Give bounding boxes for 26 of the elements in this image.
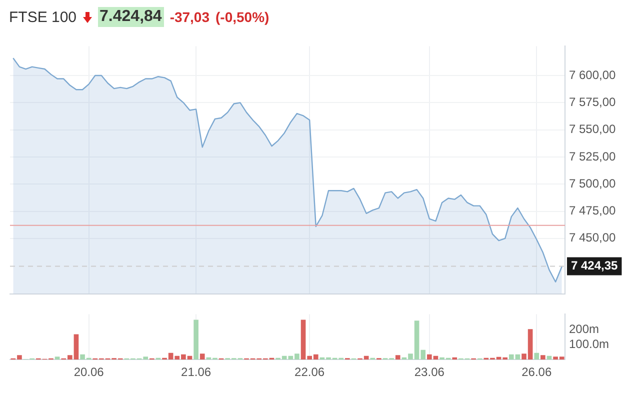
text: (-0,50%) (216, 9, 270, 25)
x-tick-label: 23.06 (414, 365, 445, 380)
y-tick-label: 7 550,00 (569, 122, 616, 136)
text: 7.424,84 (98, 7, 164, 27)
bar (54, 356, 60, 360)
y-tick-label: 7 600,00 (569, 68, 616, 82)
text: -37,03 (170, 9, 210, 25)
bar (194, 320, 198, 360)
y-tick-label: 7 575,00 (569, 94, 616, 109)
bar (200, 354, 205, 360)
bar (452, 357, 458, 360)
y-tick-label: 100.0m (569, 337, 610, 352)
y-tick-label: 7 500,00 (569, 176, 616, 190)
x-tick-label: 26.06 (522, 365, 552, 380)
bar (395, 355, 400, 360)
x-tick-label: 21.06 (181, 365, 212, 380)
bar (534, 352, 540, 360)
chart-title: FTSE 100 (9, 8, 77, 26)
bar (540, 355, 546, 360)
y-tick-label: 200m (569, 322, 600, 336)
y-tick-label: 7 475,00 (569, 204, 616, 218)
y-tick-label: 7 450,00 (569, 230, 616, 245)
x-tick-label: 22.06 (294, 365, 325, 380)
y-tick-label: 7 525,00 (569, 149, 616, 164)
ref-line-label: 7 424,35 (571, 258, 618, 273)
x-tick-label: 20.06 (74, 365, 104, 380)
